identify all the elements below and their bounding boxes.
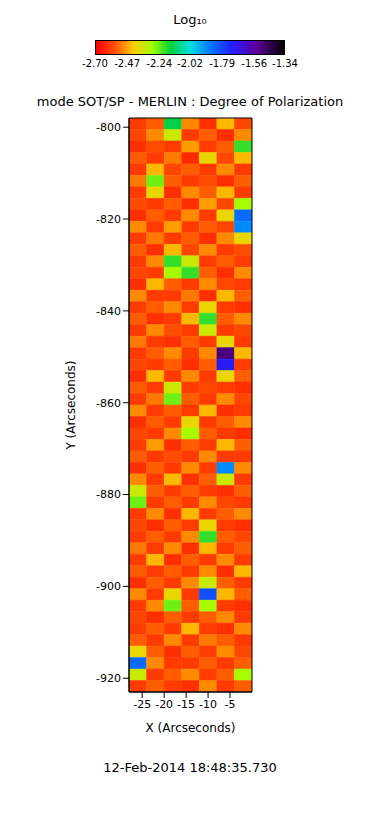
svg-text:-840: -840 bbox=[96, 305, 121, 318]
html-text:mode SOT/SP - MERLIN : Degree: mode SOT/SP - MERLIN : Degree of Polariz… bbox=[36, 94, 344, 109]
svg-text:-25: -25 bbox=[133, 698, 151, 711]
svg-text:X (Arcseconds): X (Arcseconds) bbox=[146, 721, 236, 735]
html-text:-1.34: -1.34 bbox=[272, 58, 298, 69]
html-text:Log₁₀: Log₁₀ bbox=[173, 12, 207, 27]
svg-text:-820: -820 bbox=[96, 213, 121, 226]
html-text:12-Feb-2014 18:48:35.730: 12-Feb-2014 18:48:35.730 bbox=[103, 760, 277, 775]
svg-text:-860: -860 bbox=[96, 397, 121, 410]
svg-text:-5: -5 bbox=[225, 698, 236, 711]
svg-text:-920: -920 bbox=[96, 672, 121, 685]
html-text:-2.47: -2.47 bbox=[114, 58, 141, 69]
html-text:-2.02: -2.02 bbox=[177, 58, 203, 69]
html-text:-1.79: -1.79 bbox=[209, 58, 236, 69]
svg-text:-800: -800 bbox=[96, 121, 121, 134]
html-text:-1.56: -1.56 bbox=[241, 58, 268, 69]
html-text:-2.24: -2.24 bbox=[146, 58, 173, 69]
html-text:-2.70: -2.70 bbox=[82, 58, 108, 69]
svg-text:-15: -15 bbox=[177, 698, 195, 711]
svg-text:-880: -880 bbox=[96, 488, 121, 501]
svg-text:-20: -20 bbox=[155, 698, 173, 711]
svg-text:-10: -10 bbox=[199, 698, 217, 711]
svg-text:Y (Arcseconds): Y (Arcseconds) bbox=[64, 360, 78, 450]
svg-text:-900: -900 bbox=[96, 580, 121, 593]
